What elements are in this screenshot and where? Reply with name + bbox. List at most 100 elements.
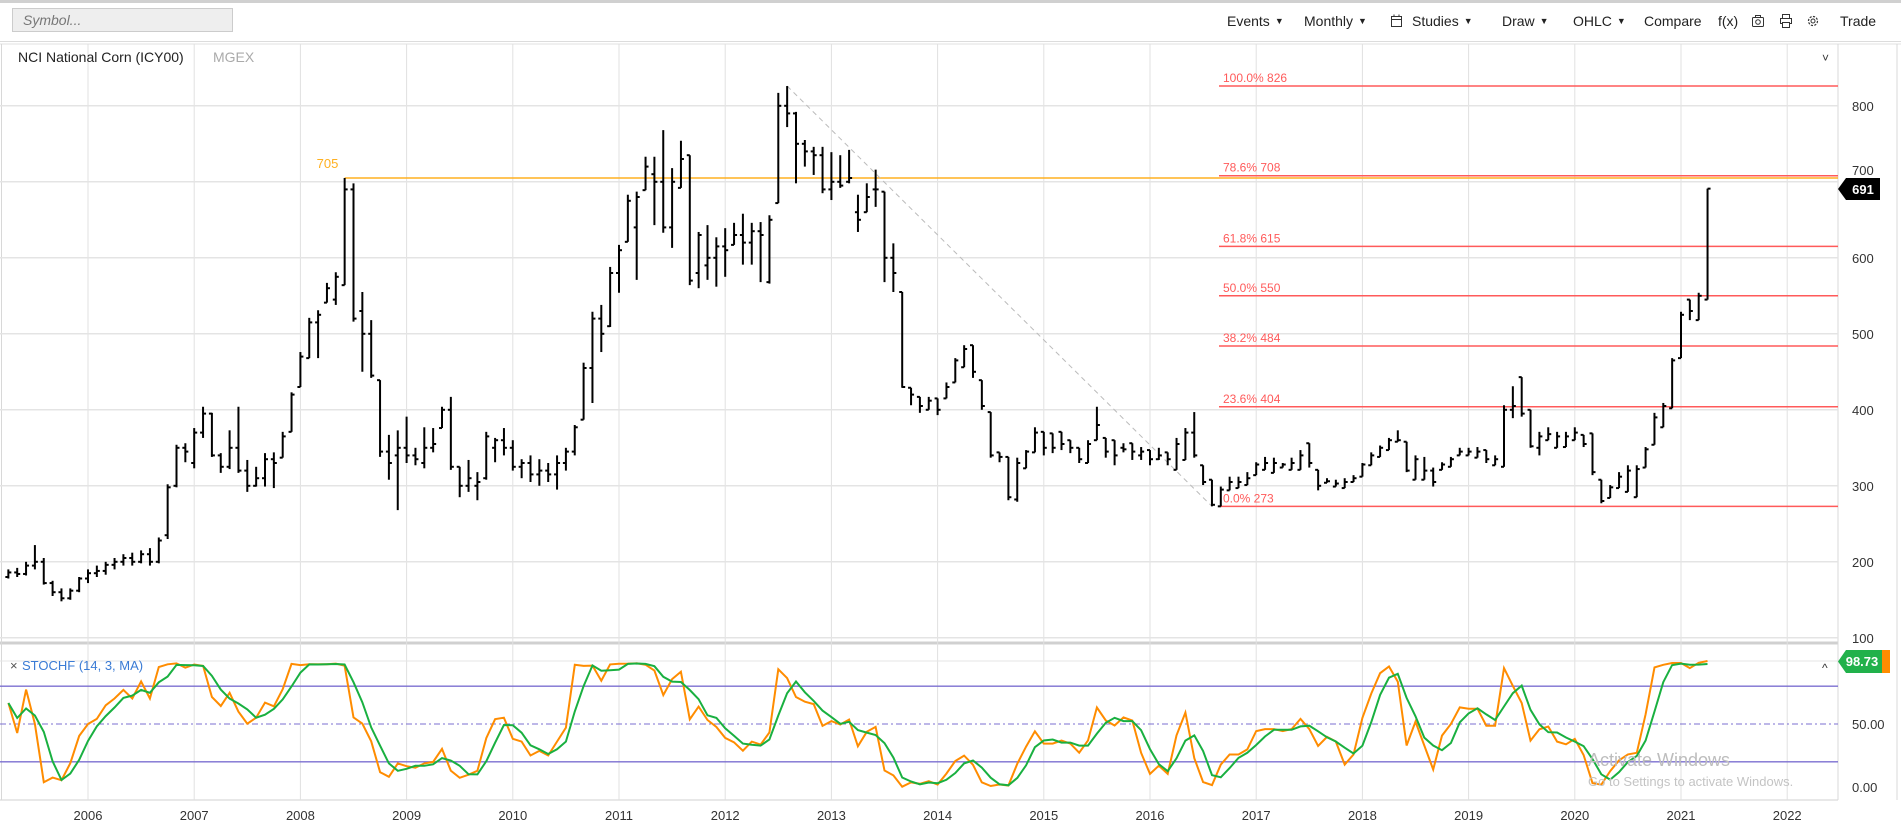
ohlc-bar xyxy=(1350,475,1357,483)
symbol-input[interactable] xyxy=(12,8,233,32)
ohlc-bar xyxy=(208,412,215,457)
ohlc-bar xyxy=(669,168,676,248)
snapshot-button[interactable] xyxy=(1751,13,1765,29)
ohlc-bar xyxy=(31,545,38,570)
ohlc-bar xyxy=(943,382,950,400)
ohlc-bar xyxy=(1660,402,1667,429)
ohlc-bar xyxy=(1155,447,1162,461)
ohlc-bar xyxy=(1616,472,1623,490)
x-tick-label: 2019 xyxy=(1454,808,1483,823)
ohlc-bar xyxy=(1403,440,1410,473)
chart-title: NCI National Corn (ICY00) xyxy=(18,49,184,65)
ohlc-bar xyxy=(1324,478,1330,484)
settings-button[interactable] xyxy=(1806,13,1820,29)
y-tick-label: 500 xyxy=(1852,327,1874,342)
ohlc-bar xyxy=(111,558,118,570)
ohlc-bar xyxy=(1014,457,1021,502)
ohlc-bar xyxy=(244,459,251,492)
collapse-panel-chevron-icon[interactable]: ˅ xyxy=(1822,51,1829,65)
ohlc-bar xyxy=(1483,449,1490,463)
events-dropdown[interactable]: Events ▼ xyxy=(1227,13,1284,29)
compare-button[interactable]: Compare xyxy=(1644,13,1702,29)
ohlc-bar xyxy=(1518,376,1525,417)
print-button[interactable] xyxy=(1779,13,1793,29)
ohlc-bar xyxy=(76,577,83,593)
ohlc-bar xyxy=(377,379,384,457)
ohlc-bar xyxy=(49,580,56,596)
ohlc-bar xyxy=(916,395,923,413)
ohlc-bar xyxy=(456,465,463,498)
ohlc-bar xyxy=(492,437,499,463)
ohlc-bar xyxy=(854,194,861,232)
ohlc-bar xyxy=(651,156,658,226)
exchange-label: MGEX xyxy=(213,49,255,65)
studies-dropdown[interactable]: Studies ▼ xyxy=(1412,13,1473,29)
ohlc-bar xyxy=(1164,451,1171,466)
function-button[interactable]: f(x) xyxy=(1718,13,1739,29)
ohlc-bar xyxy=(1678,311,1684,360)
y-tick-label: 200 xyxy=(1852,555,1874,570)
ohlc-bar xyxy=(1359,463,1366,478)
ohlc-bar xyxy=(332,272,339,305)
ohlc-bar xyxy=(1138,447,1145,460)
ohlc-bar xyxy=(952,358,959,384)
grid xyxy=(0,43,1901,801)
ohlc-bar xyxy=(217,453,224,473)
ohlc-bar xyxy=(1562,431,1569,449)
y-tick-label: 100 xyxy=(1852,631,1874,646)
ohlc-bar xyxy=(1182,428,1189,461)
ohlc-bar xyxy=(1049,432,1056,454)
ohlc-bar xyxy=(722,228,729,277)
ohlc-bar xyxy=(5,569,12,579)
fibonacci-level-label: 100.0% 826 xyxy=(1223,71,1287,85)
studies-label: Studies xyxy=(1412,13,1459,29)
ohlc-bar xyxy=(598,304,605,353)
ohlc-bar xyxy=(616,244,622,293)
ohlc-bar xyxy=(1651,412,1658,446)
ohlc-bar xyxy=(739,213,746,265)
ohlc-bar xyxy=(500,428,507,456)
stoch-d-line xyxy=(7,662,1708,787)
ohlc-bar xyxy=(1297,450,1304,471)
ohlc-bar xyxy=(978,379,985,410)
remove-study-close-icon[interactable]: × xyxy=(10,658,18,673)
ohlc-bar xyxy=(58,588,65,602)
x-tick-label: 2014 xyxy=(923,808,952,823)
ohlc-bar xyxy=(1571,427,1578,442)
ohlc-bar xyxy=(1306,442,1313,468)
ohlc-bar xyxy=(23,561,30,576)
ohlc-bar xyxy=(1536,431,1543,456)
fibonacci-level-label: 61.8% 615 xyxy=(1223,231,1281,245)
study-label[interactable]: STOCHF (14, 3, MA) xyxy=(22,658,143,673)
ohlc-bar xyxy=(1244,472,1251,487)
ohlc-bar xyxy=(1270,457,1277,474)
ohlc-bar xyxy=(1200,464,1207,486)
ohlc-bar xyxy=(1598,478,1605,504)
ohlc-bar xyxy=(908,386,915,406)
ohlc-bar xyxy=(1040,430,1047,456)
horizontal-line-label: 705 xyxy=(317,156,339,171)
ohlc-bar xyxy=(439,406,445,430)
ohlc-bar xyxy=(1430,467,1437,487)
interval-dropdown[interactable]: Monthly ▼ xyxy=(1304,13,1367,29)
trade-button[interactable]: Trade xyxy=(1840,13,1877,29)
ohlc-bar xyxy=(279,431,286,459)
ohlc-bar xyxy=(1208,478,1215,507)
ohlc-bar xyxy=(138,550,145,564)
print-icon xyxy=(1780,14,1792,28)
ohlc-bar xyxy=(801,140,808,167)
expand-panel-caret-icon[interactable]: ^ xyxy=(1822,661,1828,675)
x-tick-label: 2013 xyxy=(817,808,846,823)
ohlc-bars xyxy=(5,86,1711,602)
calendar-icon xyxy=(1391,14,1402,27)
ohlc-bar xyxy=(775,92,782,205)
ohlc-bar xyxy=(1262,456,1269,471)
ohlc-bar xyxy=(421,427,428,469)
draw-dropdown[interactable]: Draw ▼ xyxy=(1502,13,1549,29)
ohlc-bar xyxy=(890,243,897,292)
calendar-button[interactable] xyxy=(1390,13,1403,29)
chart-type-dropdown[interactable]: OHLC ▼ xyxy=(1573,13,1626,29)
ohlc-bar xyxy=(1315,468,1322,491)
events-label: Events xyxy=(1227,13,1270,29)
